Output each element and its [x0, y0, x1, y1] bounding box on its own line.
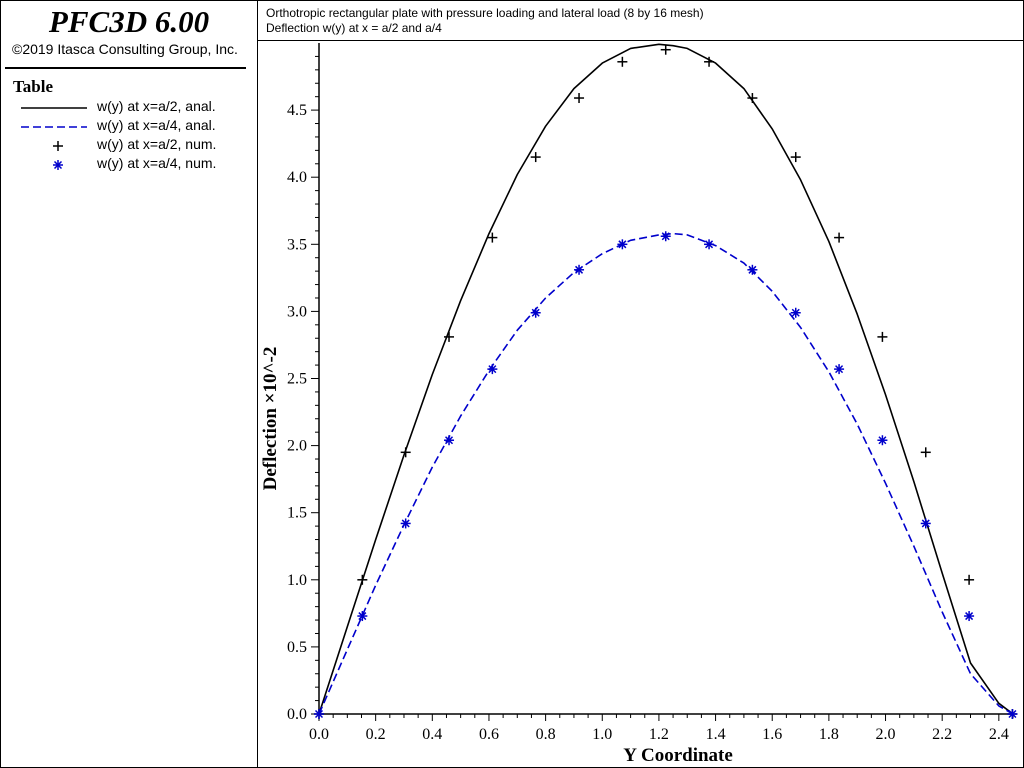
plus-marker-point	[574, 93, 585, 104]
star-marker-point	[877, 435, 888, 446]
legend-title: Table	[13, 77, 54, 96]
plus-marker-point	[660, 44, 671, 55]
legend-label: w(y) at x=a/4, anal.	[97, 117, 216, 133]
plus-marker-point	[400, 447, 411, 458]
plus-marker-point	[530, 152, 541, 163]
star-marker-point	[834, 364, 845, 375]
plus-marker-point	[704, 56, 715, 67]
legend-label: w(y) at x=a/2, anal.	[97, 98, 216, 114]
x-tick-label: 0.4	[422, 726, 442, 743]
star-marker-point	[660, 231, 671, 242]
plus-marker-point	[617, 56, 628, 67]
plus-marker-point	[487, 232, 498, 243]
legend-item-a2-anal[interactable]: w(y) at x=a/2, anal.	[1, 98, 257, 117]
star-marker-point	[920, 518, 931, 529]
legend-label: w(y) at x=a/4, num.	[97, 155, 217, 171]
star-marker-point	[400, 518, 411, 529]
x-tick-label: 0.0	[309, 726, 329, 743]
x-tick-label: 2.4	[989, 726, 1009, 743]
plus-marker-point	[877, 331, 888, 342]
y-tick-label: 0.5	[287, 639, 307, 656]
y-tick-label: 2.0	[287, 438, 307, 455]
star-marker-point	[1007, 709, 1018, 719]
y-tick-label: 1.5	[287, 505, 307, 522]
star-marker-point	[964, 611, 975, 622]
x-tick-label: 1.2	[649, 726, 669, 743]
star-marker-point	[444, 435, 455, 446]
legend-item-a2-num[interactable]: w(y) at x=a/2, num.	[1, 136, 257, 155]
sidebar-divider	[5, 67, 246, 69]
copyright-text: ©2019 Itasca Consulting Group, Inc.	[12, 41, 238, 57]
star-marker-icon	[53, 160, 63, 170]
star-marker-point	[704, 239, 715, 250]
deflection-chart: 0.0 0.5 1.0 1.5 2.0 2.5 3.0 3.5 4.0 4.5 0.0 0.2 0.4 0…	[260, 43, 1018, 766]
plus-marker-point	[964, 574, 975, 585]
x-tick-label: 0.8	[536, 726, 556, 743]
plus-marker-point	[444, 331, 455, 342]
app-title: PFC3D 6.00	[48, 4, 210, 39]
y-axis-label: Deflection ×10^-2	[260, 347, 281, 491]
solid-line-icon	[21, 107, 87, 109]
x-tick-label: 1.6	[762, 726, 782, 743]
star-marker-point	[574, 264, 585, 275]
sidebar-panel: PFC3D 6.00 ©2019 Itasca Consulting Group…	[1, 1, 258, 767]
dashed-line-icon	[21, 126, 87, 128]
plot-header: Orthotropic rectangular plate with press…	[258, 1, 1023, 41]
y-tick-label: 3.0	[287, 303, 307, 320]
plus-marker-point	[834, 232, 845, 243]
x-tick-label: 0.2	[366, 726, 386, 743]
x-tick-label: 1.0	[592, 726, 612, 743]
star-marker-point	[790, 307, 801, 318]
y-tick-label: 3.5	[287, 236, 307, 253]
legend-item-a4-num[interactable]: w(y) at x=a/4, num.	[1, 155, 257, 174]
y-tick-label: 0.0	[287, 706, 307, 723]
x-tick-label: 2.0	[876, 726, 896, 743]
plus-marker-icon	[53, 141, 63, 151]
series-line-0	[318, 43, 1014, 715]
y-tick-label: 4.0	[287, 169, 307, 186]
y-tick-label: 2.5	[287, 371, 307, 388]
star-marker-point	[530, 307, 541, 318]
plus-marker-point	[790, 152, 801, 163]
x-tick-label: 2.2	[932, 726, 952, 743]
y-tick-label: 4.5	[287, 102, 307, 119]
x-axis-label: Y Coordinate	[623, 745, 733, 766]
x-tick-label: 1.8	[819, 726, 839, 743]
star-marker-point	[747, 264, 758, 275]
star-marker-point	[617, 239, 628, 250]
star-marker-point	[487, 364, 498, 375]
star-marker-point	[357, 611, 368, 622]
plus-marker-point	[747, 93, 758, 104]
plot-title: Orthotropic rectangular plate with press…	[266, 6, 704, 20]
x-tick-label: 1.4	[706, 726, 726, 743]
x-tick-label: 0.6	[479, 726, 499, 743]
star-marker-point	[314, 709, 324, 719]
series-line-1	[318, 232, 1014, 715]
y-tick-label: 1.0	[287, 572, 307, 589]
plot-subtitle: Deflection w(y) at x = a/2 and a/4	[266, 21, 442, 35]
plus-marker-point	[357, 574, 368, 585]
legend-label: w(y) at x=a/2, num.	[97, 136, 217, 152]
legend-item-a4-anal[interactable]: w(y) at x=a/4, anal.	[1, 117, 257, 136]
plus-marker-point	[920, 447, 931, 458]
